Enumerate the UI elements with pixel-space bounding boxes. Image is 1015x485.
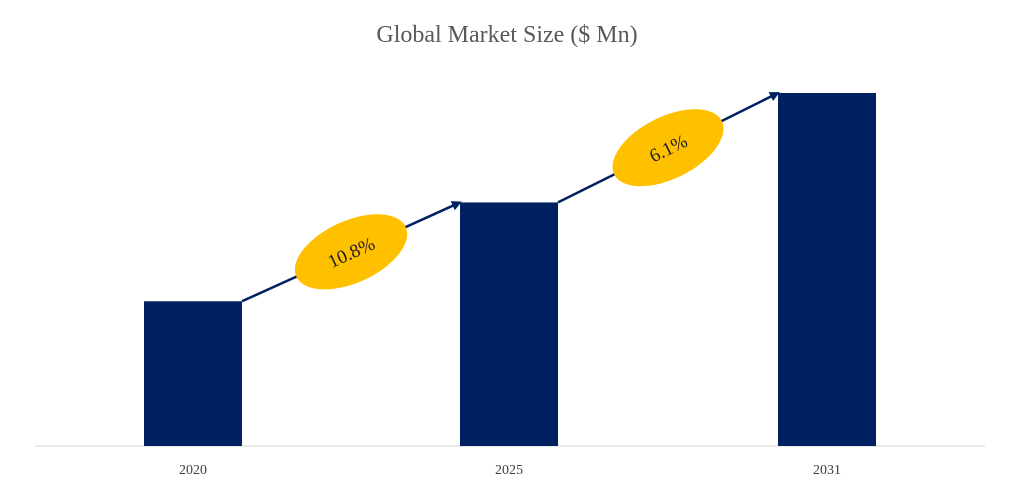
bar-2020: [144, 301, 242, 446]
growth-badges: 10.8% 6.1%: [294, 109, 724, 290]
x-tick-label-2025: 2025: [495, 463, 523, 478]
growth-badge-2025-2031: 6.1%: [612, 109, 724, 187]
x-tick-labels: 2020 2025 2031: [179, 463, 841, 478]
growth-badge-2020-2025: 10.8%: [294, 214, 408, 290]
growth-badge-ellipse: [294, 214, 408, 290]
bar-2025: [460, 202, 558, 446]
growth-badge-ellipse: [612, 109, 724, 187]
chart-title: Global Market Size ($ Mn): [376, 22, 637, 48]
bar-group: [144, 93, 876, 446]
x-tick-label-2031: 2031: [813, 463, 841, 478]
x-tick-label-2020: 2020: [179, 463, 207, 478]
bar-2031: [778, 93, 876, 446]
